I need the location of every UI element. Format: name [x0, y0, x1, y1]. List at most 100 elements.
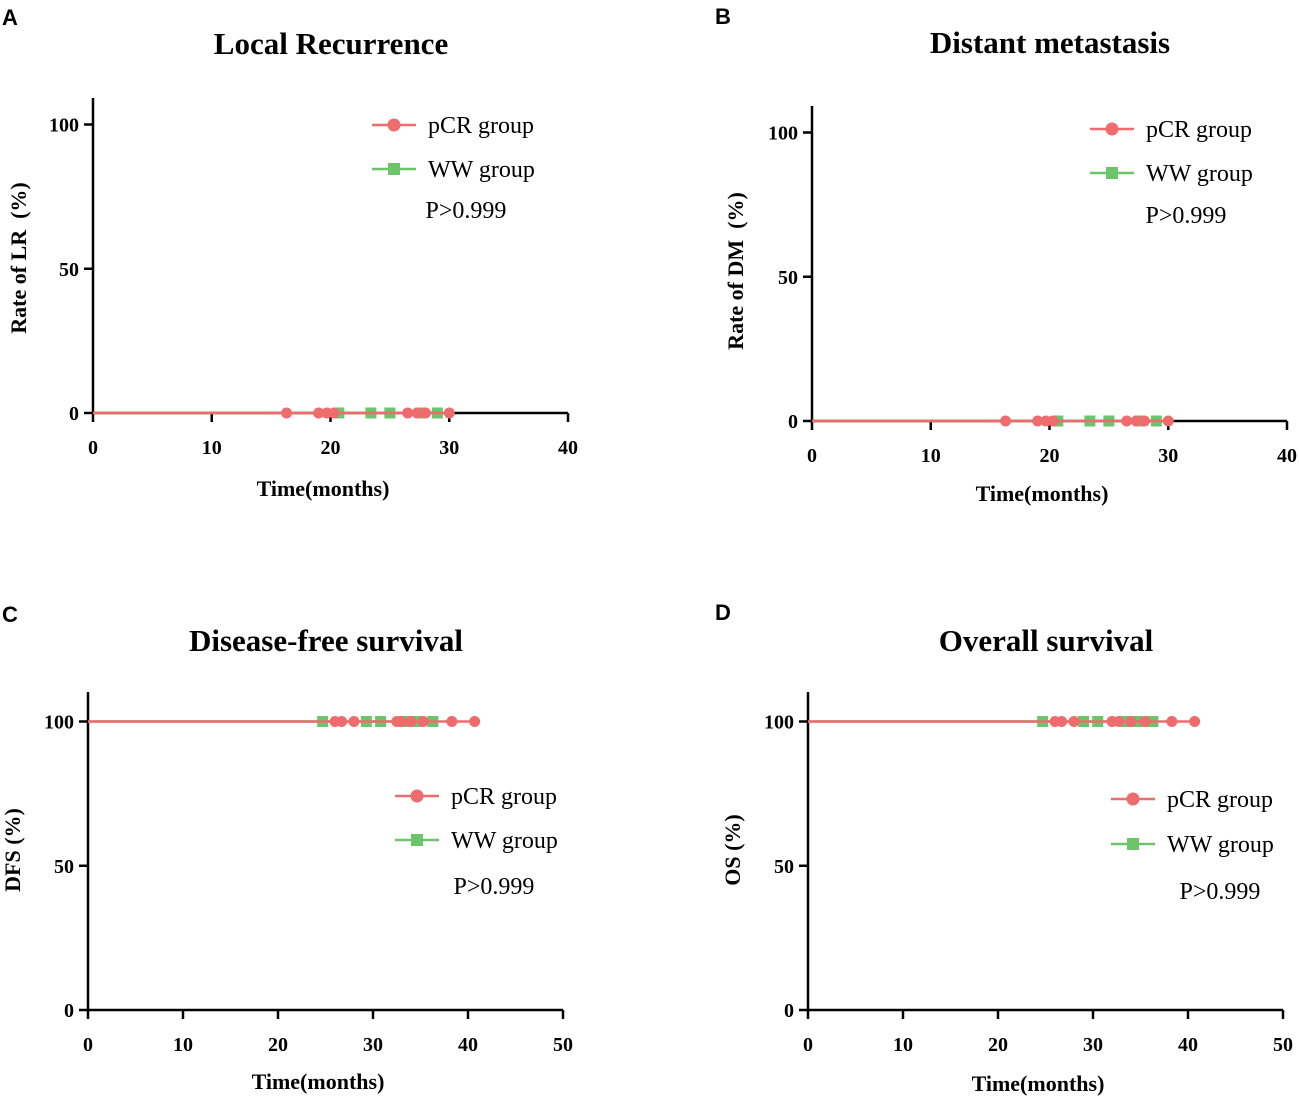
p-value-label: P>0.999 — [454, 874, 535, 900]
x-tick-label: 0 — [88, 437, 98, 459]
censor-marker-circle — [1166, 716, 1178, 727]
legend-item: pCR group — [395, 784, 557, 810]
censor-marker-circle — [348, 716, 360, 727]
censor-marker-circle — [443, 407, 455, 419]
y-tick-label: 0 — [784, 1000, 794, 1022]
x-tick-label: 20 — [1040, 445, 1060, 467]
legend-label: WW group — [1167, 832, 1274, 858]
y-tick-label: 50 — [778, 267, 798, 289]
x-tick-label: 10 — [921, 445, 941, 467]
legend-marker-square — [1106, 167, 1118, 179]
panel-letter: C — [2, 602, 18, 627]
censor-marker-circle — [417, 716, 429, 727]
x-tick-label: 30 — [439, 437, 459, 459]
y-tick-label: 100 — [764, 712, 794, 734]
censor-marker-circle — [1139, 415, 1150, 427]
x-tick-label: 0 — [83, 1034, 93, 1056]
x-axis-title: Time(months) — [257, 476, 390, 501]
chart-panel-b: B Distant metastasis 0 10 20 30 40 0 50 100 Time(m… — [715, 4, 1297, 506]
censor-marker-circle — [1068, 716, 1080, 727]
x-axis-title: Time(months) — [976, 481, 1109, 506]
legend-marker-square — [1127, 838, 1139, 850]
censor-marker-circle — [1130, 415, 1142, 427]
censor-marker-circle — [1139, 716, 1151, 727]
legend-item: pCR group — [372, 113, 534, 139]
censor-marker-circle — [411, 407, 423, 419]
censor-marker-circle — [313, 407, 325, 419]
legend-label: WW group — [428, 157, 535, 183]
x-tick-label: 10 — [893, 1034, 913, 1056]
y-axis-title: DFS (%) — [0, 808, 25, 892]
censor-marker-circle — [469, 716, 481, 727]
y-axis-title: OS (%) — [720, 814, 745, 886]
x-tick-label: 10 — [202, 437, 222, 459]
chart-panel-a: A Local Recurrence 0 10 20 30 40 0 50 100 Time(mon… — [2, 5, 578, 501]
chart-title: Disease-free survival — [189, 623, 463, 658]
legend-label: pCR group — [1167, 787, 1273, 813]
panel-letter: D — [715, 600, 731, 625]
chart-title: Overall survival — [939, 623, 1154, 658]
y-axis-title: Rate of DM (%) — [723, 192, 748, 350]
censor-marker-circle — [336, 716, 348, 727]
censor-marker-circle — [1056, 716, 1068, 727]
censor-marker-circle — [1125, 716, 1137, 727]
legend: pCR group WW group — [372, 113, 535, 183]
y-tick-label: 50 — [59, 259, 79, 281]
x-tick-label: 10 — [173, 1034, 193, 1056]
censor-marker-circle — [281, 407, 293, 419]
x-tick-label: 20 — [321, 437, 341, 459]
y-tick-label: 100 — [768, 123, 798, 145]
x-tick-label: 30 — [1083, 1034, 1103, 1056]
legend-item: WW group — [1090, 161, 1253, 187]
x-tick-label: 30 — [1158, 445, 1178, 467]
legend-marker-circle — [1126, 792, 1140, 806]
legend: pCR group WW group — [395, 784, 558, 854]
panel-letter: B — [715, 4, 731, 29]
y-tick-label: 50 — [774, 856, 794, 878]
x-tick-label: 40 — [1178, 1034, 1198, 1056]
censor-marker-circle — [1189, 716, 1201, 727]
p-value-label: P>0.999 — [1146, 203, 1227, 229]
legend-marker-square — [411, 834, 423, 846]
chart-title: Local Recurrence — [214, 26, 448, 61]
y-tick-label: 100 — [44, 712, 74, 734]
censor-marker-circle — [1047, 415, 1059, 427]
series-pcr — [93, 407, 455, 419]
x-tick-label: 0 — [807, 445, 817, 467]
x-tick-label: 0 — [803, 1034, 813, 1056]
x-axis-title: Time(months) — [972, 1071, 1105, 1096]
x-tick-label: 20 — [988, 1034, 1008, 1056]
censor-marker-circle — [328, 407, 340, 419]
chart-panel-c: C Disease-free survival 0 10 20 30 40 50 0 50 100 T… — [0, 602, 573, 1094]
x-tick-label: 30 — [363, 1034, 383, 1056]
legend-label: WW group — [451, 828, 558, 854]
legend: pCR group WW group — [1090, 117, 1253, 187]
legend-marker-circle — [1105, 122, 1119, 136]
y-axis-title: Rate of LR (%) — [6, 182, 31, 334]
legend-item: WW group — [1111, 832, 1274, 858]
censor-marker-circle — [405, 716, 417, 727]
x-tick-label: 20 — [268, 1034, 288, 1056]
legend-marker-circle — [410, 789, 424, 803]
panel-letter: A — [2, 5, 18, 30]
legend-item: WW group — [395, 828, 558, 854]
series-pcr — [88, 716, 481, 727]
x-tick-label: 50 — [553, 1034, 573, 1056]
p-value-label: P>0.999 — [426, 198, 507, 224]
censor-marker-circle — [1000, 415, 1012, 427]
legend: pCR group WW group — [1111, 787, 1274, 858]
y-tick-label: 100 — [49, 115, 79, 137]
censor-marker-circle — [1113, 716, 1125, 727]
censor-marker-circle — [396, 716, 407, 727]
legend-label: WW group — [1146, 161, 1253, 187]
y-tick-label: 0 — [64, 1000, 74, 1022]
legend-label: pCR group — [451, 784, 557, 810]
chart-panel-d: D Overall survival 0 10 20 30 40 50 0 50 100 Time(m… — [715, 600, 1293, 1096]
x-tick-label: 40 — [1277, 445, 1297, 467]
chart-title: Distant metastasis — [930, 25, 1170, 60]
y-tick-label: 0 — [788, 411, 798, 433]
censor-marker-circle — [446, 716, 458, 727]
censor-marker-circle — [420, 407, 431, 419]
censor-marker-circle — [1162, 415, 1174, 427]
